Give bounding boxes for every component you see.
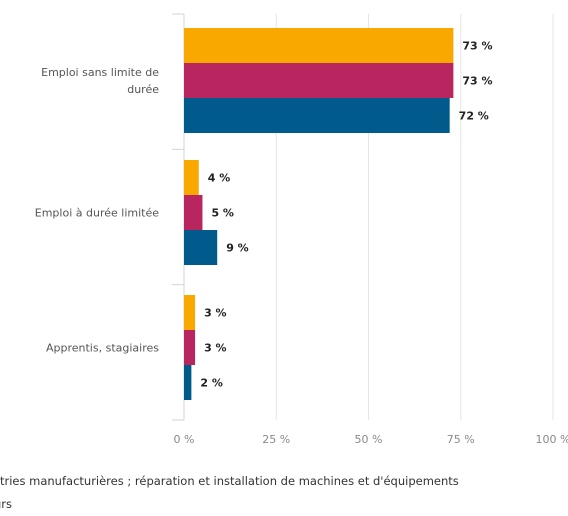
category-axis <box>172 13 185 421</box>
x-tick-label: 100 % <box>536 433 568 446</box>
bar <box>184 230 218 265</box>
data-label: 3 % <box>204 342 227 355</box>
legend-item: urs <box>0 497 13 511</box>
category-label-line: Emploi à durée limitée <box>35 207 159 220</box>
data-label: 9 % <box>226 242 249 255</box>
bar <box>184 98 450 133</box>
category-label-line: Emploi sans limite de <box>41 66 159 79</box>
legend: stries manufacturières ; réparation et i… <box>0 470 568 516</box>
bars <box>184 28 454 400</box>
category-label-line: durée <box>127 83 159 96</box>
bar <box>184 63 454 98</box>
bar <box>184 295 196 330</box>
legend-item: stries manufacturières ; réparation et i… <box>0 474 459 488</box>
bar <box>184 330 196 365</box>
bar <box>184 365 192 400</box>
x-tick-label: 75 % <box>447 433 475 446</box>
data-label: 5 % <box>211 207 234 220</box>
x-tick-label: 25 % <box>262 433 290 446</box>
bar <box>184 160 199 195</box>
data-label: 4 % <box>208 172 231 185</box>
category-label-line: Apprentis, stagiaires <box>46 342 159 355</box>
data-label: 73 % <box>462 40 492 53</box>
category-label: Emploi sans limite de durée <box>41 66 159 96</box>
x-axis-tick-labels: 0 % 25 % 50 % 75 % 100 % <box>174 433 568 446</box>
bar <box>184 195 203 230</box>
x-tick-label: 0 % <box>174 433 195 446</box>
data-labels: 73 % 73 % 72 % 4 % 5 % 9 % 3 % 3 % 2 % <box>200 40 492 390</box>
data-label: 2 % <box>200 377 223 390</box>
category-label: Apprentis, stagiaires <box>46 342 159 355</box>
category-label: Emploi à durée limitée <box>35 207 159 220</box>
bar <box>184 28 454 63</box>
x-tick-label: 50 % <box>355 433 383 446</box>
data-label: 72 % <box>459 110 489 123</box>
category-labels: Emploi sans limite de durée Emploi à durée… <box>35 66 159 355</box>
bar-chart: 73 % 73 % 72 % 4 % 5 % 9 % 3 % 3 % 2 % Emploi sa… <box>35 13 568 446</box>
data-label: 3 % <box>204 307 227 320</box>
data-label: 73 % <box>462 75 492 88</box>
